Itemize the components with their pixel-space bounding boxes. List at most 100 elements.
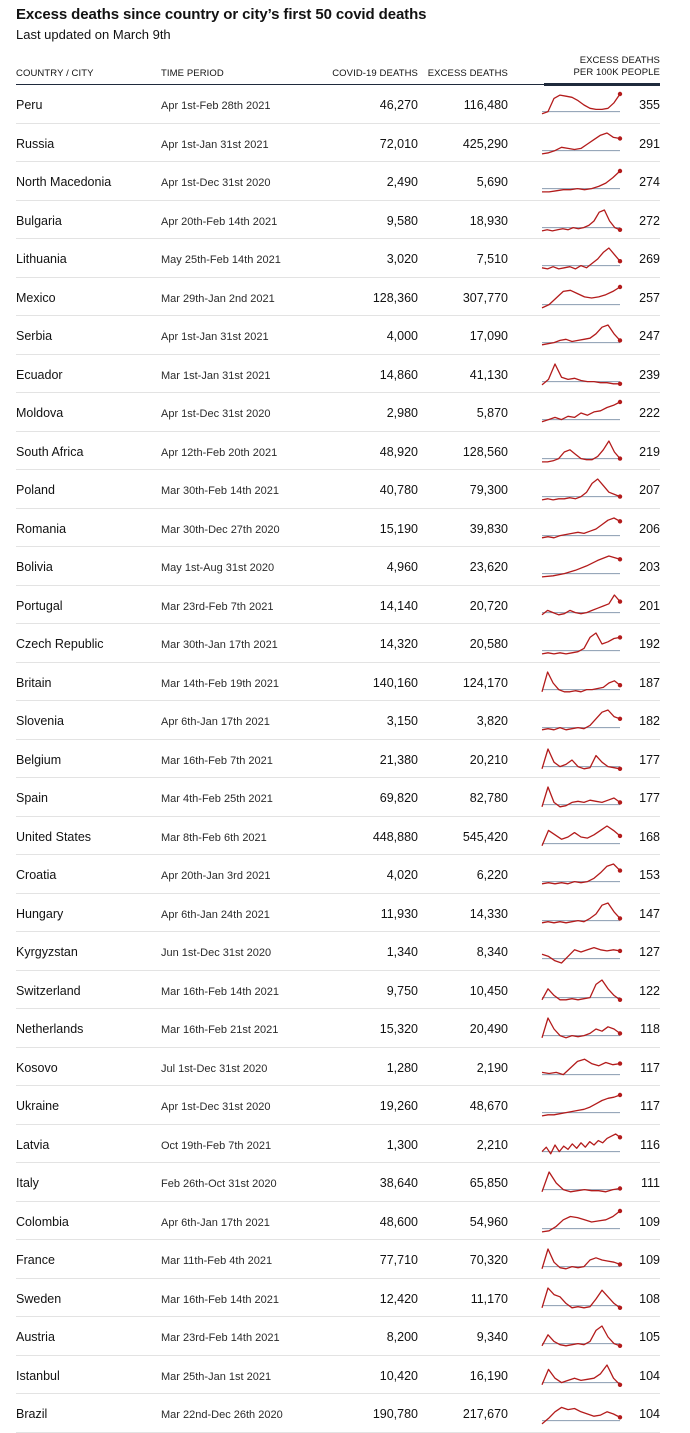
covid-deaths: 8,200 bbox=[386, 1330, 418, 1344]
sparkline-end-point bbox=[617, 1092, 623, 1098]
sparkline-end-point bbox=[617, 1208, 623, 1213]
time-period: Mar 23rd-Feb 14th 2021 bbox=[161, 1332, 280, 1344]
sparkline-series bbox=[541, 131, 621, 155]
covid-deaths: 14,320 bbox=[379, 637, 418, 651]
country-name: Mexico bbox=[16, 290, 56, 305]
sparkline-end-point bbox=[617, 259, 623, 264]
country-name: Netherlands bbox=[16, 1022, 84, 1036]
excess-per-100k: 203 bbox=[639, 560, 660, 574]
covid-deaths: 9,580 bbox=[386, 213, 418, 228]
covid-deaths: 77,710 bbox=[379, 1253, 418, 1267]
excess-per-100k: 269 bbox=[639, 252, 660, 266]
sparkline-end-point bbox=[617, 766, 623, 771]
sparkline-end-point bbox=[617, 381, 623, 386]
sparkline-end-point bbox=[617, 716, 623, 721]
trend-sparkline bbox=[541, 399, 623, 423]
excess-per-100k: 127 bbox=[639, 945, 660, 959]
trend-sparkline bbox=[541, 946, 623, 964]
excess-deaths: 41,130 bbox=[469, 367, 508, 382]
sparkline-end-point bbox=[617, 1343, 623, 1348]
header-excess-per-100k-line2: PER 100K PEOPLE bbox=[573, 67, 660, 78]
country-name: France bbox=[16, 1253, 55, 1267]
sparkline-end-point bbox=[617, 800, 623, 805]
excess-deaths: 20,490 bbox=[469, 1022, 508, 1036]
sparkline-series bbox=[541, 401, 621, 423]
covid-deaths: 190,780 bbox=[372, 1407, 418, 1421]
country-name: Bolivia bbox=[16, 560, 53, 574]
country-name: Brazil bbox=[16, 1407, 48, 1421]
excess-deaths: 54,960 bbox=[469, 1214, 508, 1229]
excess-deaths: 128,560 bbox=[462, 444, 508, 459]
table-row: Belgium Mar 16th-Feb 7th 2021 21,380 20,210… bbox=[16, 740, 660, 778]
country-name: Ukraine bbox=[16, 1099, 60, 1113]
trend-sparkline bbox=[541, 670, 623, 692]
time-period: May 25th-Feb 14th 2021 bbox=[161, 254, 281, 266]
time-period: Apr 6th-Jan 24th 2021 bbox=[161, 908, 270, 921]
excess-per-100k: 207 bbox=[639, 483, 660, 497]
sparkline-series bbox=[541, 786, 621, 808]
country-name: Russia bbox=[16, 136, 55, 151]
covid-deaths: 12,420 bbox=[379, 1291, 418, 1306]
covid-deaths: 2,490 bbox=[386, 175, 418, 189]
sparkline-end-point bbox=[617, 494, 623, 499]
time-period: Apr 1st-Jan 31st 2021 bbox=[161, 331, 269, 343]
excess-deaths: 14,330 bbox=[469, 906, 508, 921]
time-period: Apr 1st-Jan 31st 2021 bbox=[161, 138, 269, 151]
excess-deaths: 425,290 bbox=[462, 136, 508, 151]
trend-sparkline bbox=[541, 632, 623, 655]
excess-per-100k: 247 bbox=[639, 329, 660, 343]
time-period: Feb 26th-Oct 31st 2020 bbox=[161, 1178, 277, 1190]
excess-deaths: 7,510 bbox=[476, 252, 508, 266]
covid-deaths: 2,980 bbox=[386, 406, 418, 420]
covid-deaths: 48,920 bbox=[379, 444, 418, 459]
sparkline-series bbox=[541, 946, 621, 964]
time-period: Apr 1st-Feb 28th 2021 bbox=[161, 100, 271, 112]
sparkline-series bbox=[541, 1017, 621, 1039]
excess-per-100k: 109 bbox=[639, 1253, 660, 1267]
time-period: Mar 29th-Jan 2nd 2021 bbox=[161, 292, 275, 305]
country-name: Serbia bbox=[16, 329, 53, 343]
excess-deaths: 79,300 bbox=[469, 483, 508, 497]
excess-per-100k: 291 bbox=[639, 136, 660, 151]
sparkline-end-point bbox=[617, 833, 623, 838]
table-row: Mexico Mar 29th-Jan 2nd 2021 128,360 307,77… bbox=[16, 278, 660, 316]
excess-per-100k: 177 bbox=[639, 752, 660, 767]
time-period: Mar 11th-Feb 4th 2021 bbox=[161, 1255, 273, 1267]
sparkline-series bbox=[541, 1248, 621, 1270]
excess-per-100k: 177 bbox=[639, 791, 660, 805]
time-period: Apr 6th-Jan 17th 2021 bbox=[161, 1216, 270, 1229]
time-period: May 1st-Aug 31st 2020 bbox=[161, 562, 275, 574]
header-sort-indicator bbox=[544, 83, 660, 86]
table-row: Romania Mar 30th-Dec 27th 2020 15,190 39,83… bbox=[16, 509, 660, 547]
sparkline-series bbox=[541, 362, 620, 385]
excess-per-100k: 147 bbox=[639, 906, 660, 921]
country-name: North Macedonia bbox=[16, 175, 112, 189]
trend-sparkline bbox=[542, 168, 623, 193]
excess-deaths: 65,850 bbox=[469, 1176, 508, 1190]
covid-deaths: 1,300 bbox=[386, 1137, 418, 1152]
table-row: Ecuador Mar 1st-Jan 31st 2021 14,860 41,130… bbox=[16, 355, 660, 393]
excess-per-100k: 257 bbox=[639, 290, 660, 305]
table-row: Istanbul Mar 25th-Jan 1st 2021 10,420 16,19… bbox=[16, 1356, 660, 1394]
excess-deaths: 116,480 bbox=[463, 98, 508, 112]
sparkline-end-point bbox=[617, 135, 623, 141]
covid-deaths: 1,280 bbox=[386, 1060, 418, 1075]
sparkline-end-point bbox=[617, 227, 623, 232]
excess-per-100k: 274 bbox=[639, 175, 660, 189]
trend-sparkline bbox=[541, 131, 623, 155]
excess-per-100k: 104 bbox=[639, 1368, 660, 1383]
country-name: South Africa bbox=[16, 444, 84, 459]
time-period: Mar 25th-Jan 1st 2021 bbox=[161, 1370, 272, 1383]
table-row: Netherlands Mar 16th-Feb 21st 2021 15,320 2… bbox=[16, 1009, 660, 1048]
sparkline-end-point bbox=[617, 997, 623, 1002]
covid-deaths: 9,750 bbox=[386, 983, 418, 998]
sparkline-series bbox=[541, 747, 621, 769]
excess-deaths: 39,830 bbox=[469, 521, 508, 536]
covid-deaths: 48,600 bbox=[379, 1214, 418, 1229]
sparkline-series bbox=[541, 1058, 621, 1075]
excess-per-100k: 116 bbox=[640, 1137, 660, 1152]
time-period: Mar 22nd-Dec 26th 2020 bbox=[161, 1409, 283, 1421]
covid-deaths: 448,880 bbox=[372, 829, 418, 844]
table-row: Lithuania May 25th-Feb 14th 2021 3,020 7,51… bbox=[16, 239, 660, 278]
trend-sparkline bbox=[541, 863, 623, 885]
